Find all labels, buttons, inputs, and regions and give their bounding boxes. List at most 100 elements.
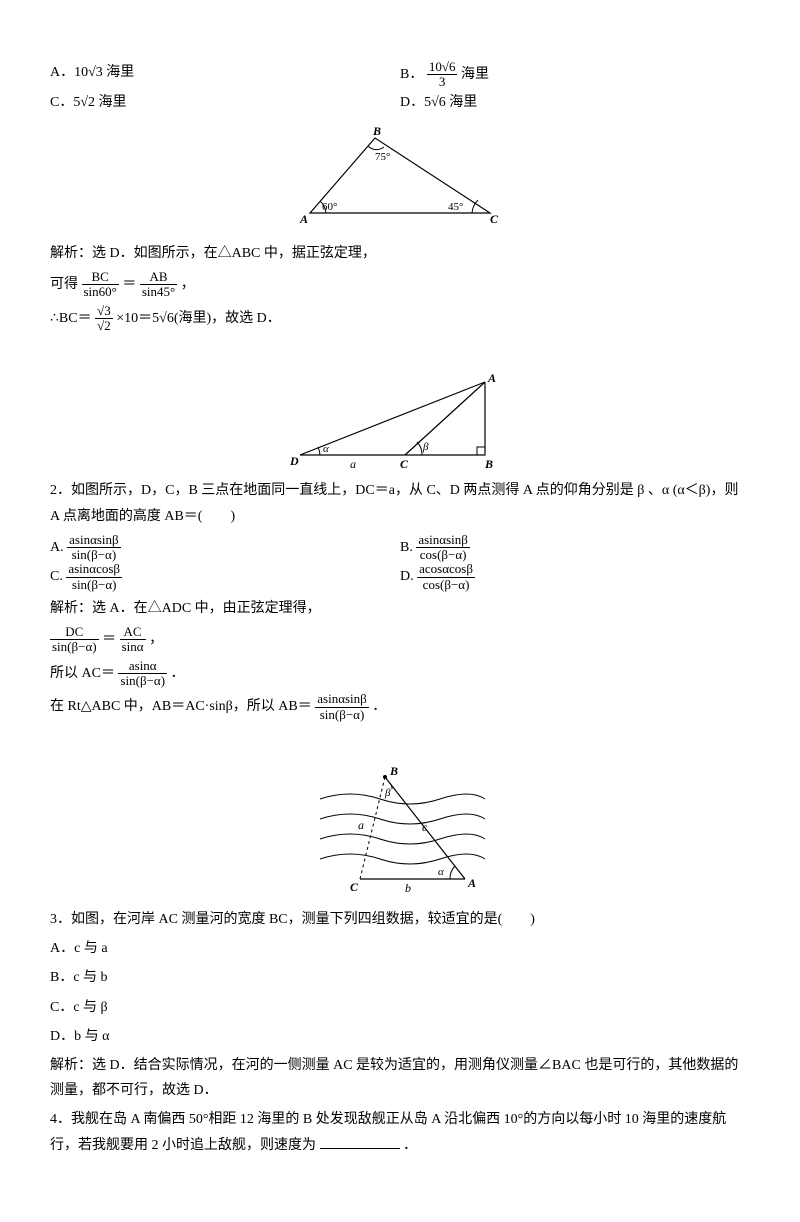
fig-C: C	[350, 880, 359, 894]
q1-sol-line1: 解析：选 D．如图所示，在△ABC 中，据正弦定理，	[50, 241, 750, 266]
q3-stem: 3．如图，在河岸 AC 测量河的宽度 BC，测量下列四组数据，较适宜的是( )	[50, 907, 750, 932]
fig-A: A	[299, 212, 308, 226]
frac: AB sin45°	[140, 270, 177, 300]
frac-den: cos(β−α)	[417, 578, 475, 592]
q4-end: ．	[403, 1138, 417, 1153]
frac-den: sin(β−α)	[67, 548, 121, 562]
q2-sol-line3: 所以 AC＝ asinα sin(β−α) ．	[50, 659, 750, 689]
q3-optC: C．c 与 β	[50, 995, 750, 1020]
text: 在 Rt△ABC 中，AB＝AC·sinβ，所以 AB＝	[50, 699, 312, 714]
fig-A: A	[467, 876, 476, 890]
q2-figure: D C B A α β a	[50, 370, 750, 470]
q1-optA: A．10√3 海里	[50, 60, 400, 90]
q3-optD: D．b 与 α	[50, 1024, 750, 1049]
fig-B: B	[484, 457, 493, 470]
frac-num: DC	[50, 625, 99, 640]
q2-opts-row2: C. asinαcosβ sin(β−α) D. acosαcosβ cos(β…	[50, 562, 750, 592]
fig-beta: β	[422, 441, 429, 453]
frac-den: sin(β−α)	[50, 640, 99, 654]
q1-options-row2: C．5√2 海里 D．5√6 海里	[50, 90, 750, 115]
fig-D: D	[289, 454, 299, 468]
text: ×10＝5√6(海里)，故选 D．	[116, 311, 281, 326]
q1-options-row1: A．10√3 海里 B． 10√6 3 海里	[50, 60, 750, 90]
q2-sol-line2: DC sin(β−α) ＝ AC sinα ，	[50, 625, 750, 655]
fig-ang60: 60°	[322, 201, 337, 213]
frac: asinα sin(β−α)	[118, 659, 167, 689]
q1-optB-suffix: 海里	[461, 67, 489, 82]
frac-num: acosαcosβ	[417, 562, 475, 577]
fig-alpha: α	[323, 443, 329, 455]
text: ，	[149, 632, 163, 647]
q1-sol-line2: 可得 BC sin60° ＝ AB sin45° ，	[50, 270, 750, 300]
frac: DC sin(β−α)	[50, 625, 99, 655]
frac-num: BC	[82, 270, 119, 285]
q1-optB-prefix: B．	[400, 67, 423, 82]
q1-optB-frac: 10√6 3	[427, 60, 458, 90]
fig-beta: β	[384, 787, 391, 799]
text: ＝	[122, 277, 136, 292]
frac-den: 3	[427, 75, 458, 89]
fig-ang75: 75°	[375, 151, 390, 163]
frac-num: asinαcosβ	[66, 562, 122, 577]
fig-ang45: 45°	[448, 201, 463, 213]
q1-optB: B． 10√6 3 海里	[400, 60, 750, 90]
frac-num: asinαsinβ	[315, 692, 369, 707]
blank-fill-icon	[320, 1134, 400, 1149]
frac-den: sin(β−α)	[66, 578, 122, 592]
frac-den: sin(β−α)	[118, 674, 167, 688]
q1-figure: B A C 75° 60° 45°	[50, 123, 750, 233]
text: 可得	[50, 277, 78, 292]
frac-den: cos(β−α)	[416, 548, 470, 562]
fig-B: B	[389, 764, 398, 778]
frac-den: sinα	[120, 640, 146, 654]
fig-A: A	[487, 371, 496, 385]
label: A.	[50, 540, 64, 555]
frac-den: sin60°	[82, 285, 119, 299]
frac: asinαcosβ sin(β−α)	[66, 562, 122, 592]
fig-b: b	[405, 881, 411, 895]
frac: asinαsinβ sin(β−α)	[315, 692, 369, 722]
q1-optC: C．5√2 海里	[50, 90, 400, 115]
label: C.	[50, 569, 63, 584]
q3-optB: B．c 与 b	[50, 965, 750, 990]
q2-optC: C. asinαcosβ sin(β−α)	[50, 562, 400, 592]
q1-optD: D．5√6 海里	[400, 90, 750, 115]
text: ．	[171, 666, 185, 681]
frac-num: 10√6	[427, 60, 458, 75]
q3-sol: 解析：选 D．结合实际情况，在河的一侧测量 AC 是较为适宜的，用测角仪测量∠B…	[50, 1053, 750, 1103]
label: D.	[400, 569, 414, 584]
q2-sol-line4: 在 Rt△ABC 中，AB＝AC·sinβ，所以 AB＝ asinαsinβ s…	[50, 692, 750, 722]
fig-C: C	[400, 457, 409, 470]
q2-stem: 2．如图所示，D，C，B 三点在地面同一直线上，DC＝a，从 C、D 两点测得 …	[50, 478, 750, 528]
frac: √3 √2	[95, 304, 113, 334]
text: ，	[181, 277, 195, 292]
fig-c: c	[422, 820, 428, 834]
q2-optB: B. asinαsinβ cos(β−α)	[400, 533, 750, 563]
text: ＝	[102, 632, 116, 647]
q4-stem: 4．我舰在岛 A 南偏西 50°相距 12 海里的 B 处发现敌舰正从岛 A 沿…	[50, 1107, 750, 1157]
q3-figure: B C A a c b β α	[50, 759, 750, 899]
frac-num: asinα	[118, 659, 167, 674]
q2-opts-row1: A. asinαsinβ sin(β−α) B. asinαsinβ cos(β…	[50, 533, 750, 563]
frac: acosαcosβ cos(β−α)	[417, 562, 475, 592]
text: 所以 AC＝	[50, 666, 115, 681]
frac: asinαsinβ sin(β−α)	[67, 533, 121, 563]
fig-C: C	[490, 212, 499, 226]
fig-alpha: α	[438, 866, 444, 878]
fig-a: a	[358, 818, 364, 832]
frac-num: asinαsinβ	[67, 533, 121, 548]
text: ．	[372, 699, 386, 714]
fig-a: a	[350, 457, 356, 470]
frac-den: sin45°	[140, 285, 177, 299]
q2-optA: A. asinαsinβ sin(β−α)	[50, 533, 400, 563]
frac-num: asinαsinβ	[416, 533, 470, 548]
text: ∴BC＝	[50, 311, 92, 326]
q2-optD: D. acosαcosβ cos(β−α)	[400, 562, 750, 592]
frac-num: AB	[140, 270, 177, 285]
frac: BC sin60°	[82, 270, 119, 300]
frac-den: √2	[95, 319, 113, 333]
q1-sol-line3: ∴BC＝ √3 √2 ×10＝5√6(海里)，故选 D．	[50, 304, 750, 334]
frac: AC sinα	[120, 625, 146, 655]
label: B.	[400, 540, 413, 555]
frac: asinαsinβ cos(β−α)	[416, 533, 470, 563]
